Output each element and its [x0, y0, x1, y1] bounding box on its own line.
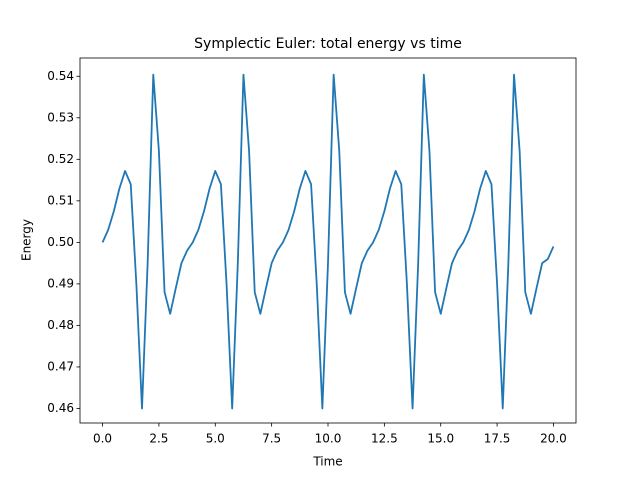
y-axis-label: Energy	[20, 219, 34, 261]
y-tick-label: 0.54	[47, 69, 74, 83]
y-tick-label: 0.50	[47, 235, 74, 249]
line-series	[101, 73, 555, 410]
x-tick-label: 15.0	[427, 432, 454, 446]
y-tick-label: 0.46	[47, 401, 74, 415]
axes-frame	[79, 57, 577, 424]
x-axis-label: Time	[312, 455, 342, 469]
y-tick-label: 0.48	[47, 318, 74, 332]
x-tick-label: 20.0	[540, 432, 567, 446]
y-tick-label: 0.49	[47, 276, 74, 290]
chart-title: Symplectic Euler: total energy vs time	[194, 36, 462, 52]
x-tick-label: 5.0	[206, 432, 225, 446]
x-tick-label: 17.5	[484, 432, 511, 446]
x-tick-label: 10.0	[315, 432, 342, 446]
x-tick-label: 12.5	[371, 432, 398, 446]
y-tick-label: 0.51	[47, 193, 74, 207]
y-tick-label: 0.47	[47, 359, 74, 373]
x-tick-label: 7.5	[262, 432, 281, 446]
x-tick-label: 2.5	[149, 432, 168, 446]
x-tick-label: 0.0	[93, 432, 112, 446]
y-tick-label: 0.52	[47, 152, 74, 166]
y-tick-label: 0.53	[47, 110, 74, 124]
